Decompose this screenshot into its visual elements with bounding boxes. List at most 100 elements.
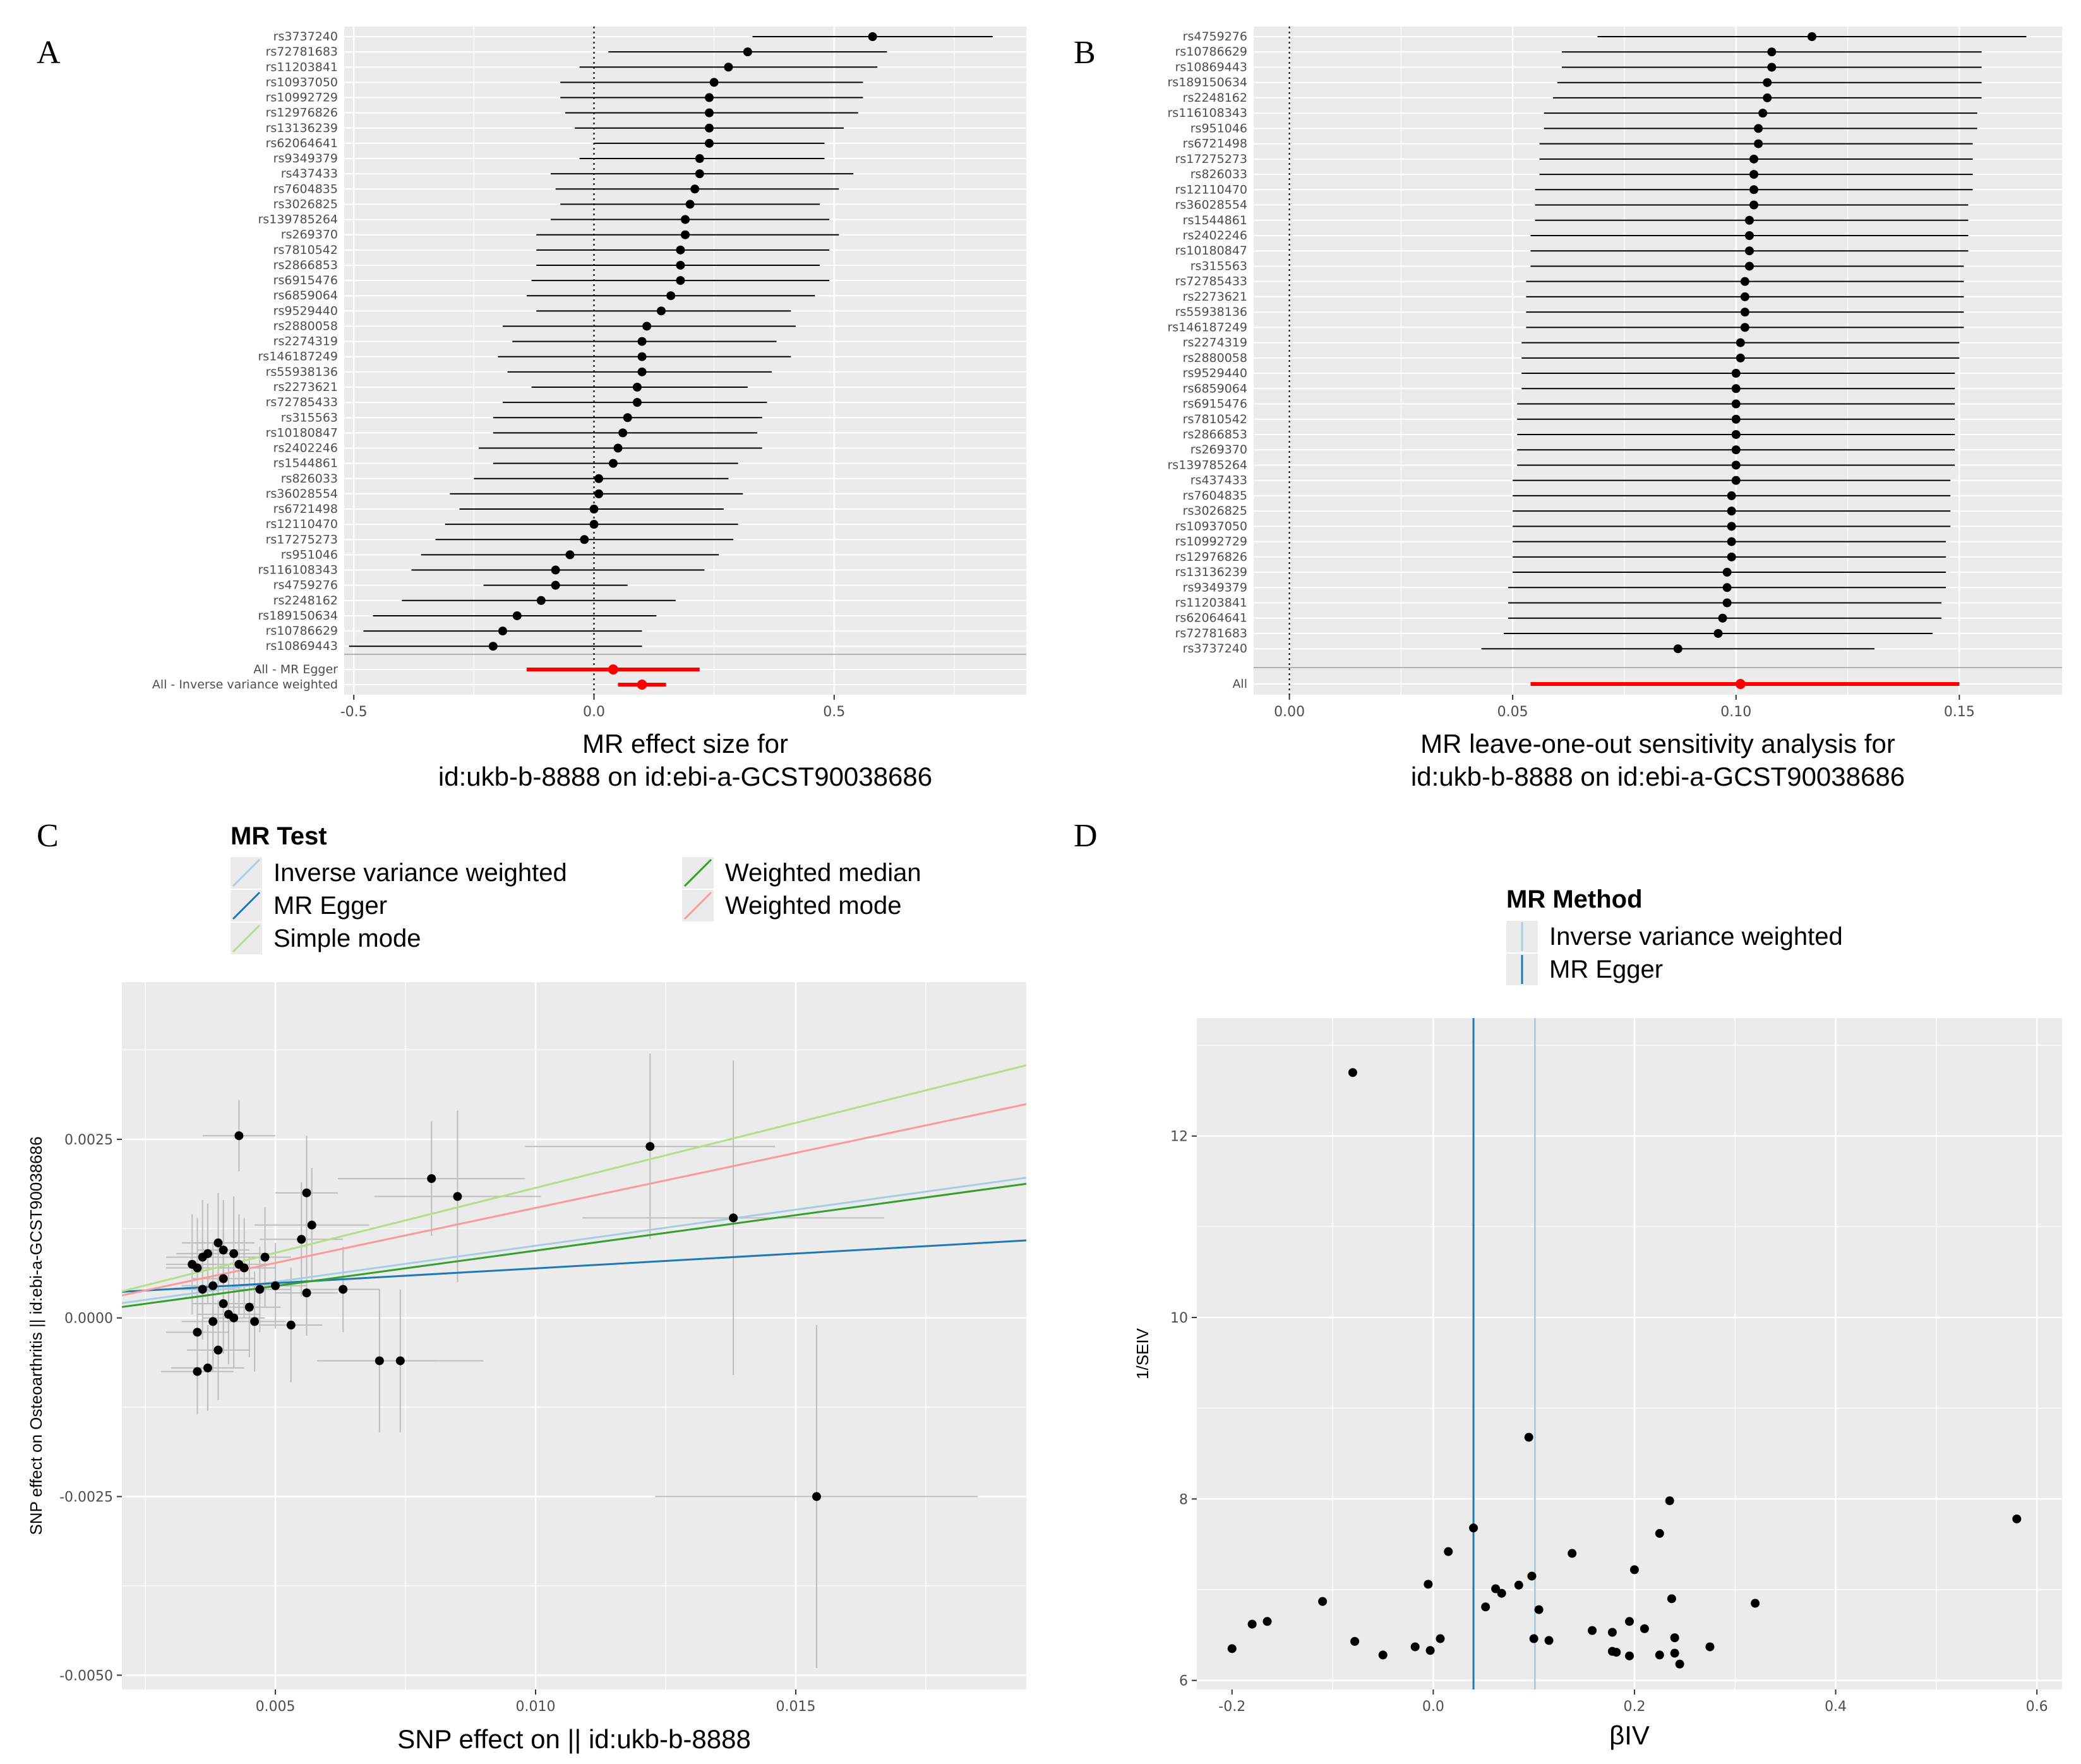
snp-label: rs1544861: [273, 457, 338, 471]
effect-point: [1754, 124, 1763, 133]
snp-point: [1670, 1633, 1679, 1643]
snp-point: [1247, 1619, 1257, 1629]
snp-point: [219, 1299, 228, 1309]
snp-label: rs72785433: [266, 395, 338, 409]
snp-point: [198, 1252, 207, 1262]
y-tick-label: -0.0025: [59, 1490, 113, 1506]
x-tick-label: 0.4: [1825, 1699, 1847, 1715]
snp-point: [1378, 1650, 1388, 1660]
effect-point: [1736, 353, 1745, 363]
x-tick-label: 0.6: [2026, 1699, 2048, 1715]
snp-point: [1607, 1628, 1617, 1637]
snp-point: [271, 1281, 280, 1290]
scatter-plot-panel-c: 0.005 0.010 0.015 -0.0050 -0.0025 0.0000 0.002…: [27, 822, 1026, 1754]
effect-point: [1749, 154, 1759, 164]
legend-label: MR Egger: [273, 892, 387, 920]
snp-label: rs62064641: [266, 136, 338, 150]
y-axis-title: 1/SEIV: [1133, 1328, 1152, 1379]
effect-point: [705, 138, 714, 148]
snp-label: rs6915476: [273, 273, 338, 287]
effect-point: [1740, 308, 1749, 317]
snp-label: rs189150634: [1167, 76, 1247, 90]
effect-point: [1749, 170, 1759, 179]
snp-label: rs36028554: [266, 487, 338, 501]
effect-point: [709, 78, 719, 87]
snp-point: [1424, 1580, 1433, 1589]
snp-label: rs13136239: [1175, 565, 1247, 579]
effect-point: [1763, 93, 1772, 102]
effect-point: [536, 596, 546, 605]
snp-point: [302, 1288, 311, 1298]
effect-point: [743, 47, 752, 57]
snp-label: rs55938136: [266, 365, 338, 379]
snp-label: rs951046: [1190, 121, 1247, 135]
snp-label: rs2248162: [1183, 91, 1247, 105]
effect-point: [724, 63, 733, 72]
snp-label: rs36028554: [1175, 198, 1247, 212]
panel-letter-b: B: [1074, 35, 1096, 71]
snp-label: rs12976826: [266, 106, 338, 120]
snp-label: rs62064641: [1175, 611, 1247, 625]
effect-point: [512, 611, 522, 620]
effect-point: [1727, 552, 1736, 561]
snp-point: [250, 1317, 260, 1326]
snp-label: rs13136239: [266, 121, 338, 135]
snp-point: [1568, 1549, 1577, 1558]
snp-label: rs7810542: [1183, 412, 1247, 426]
snp-label: rs17275273: [1175, 152, 1247, 166]
effect-point: [1740, 277, 1749, 286]
snp-point: [193, 1367, 202, 1376]
snp-point: [213, 1238, 223, 1247]
snp-point: [1529, 1634, 1538, 1643]
snp-label: rs1544861: [1183, 213, 1247, 227]
y-tick-label: 6: [1179, 1674, 1188, 1689]
funnel-plot-panel-d: -0.2 0.0 0.2 0.4 0.6 6 8 10 12 βIV 1/SEIV MR Method…: [1133, 885, 2062, 1750]
effect-point: [676, 260, 685, 270]
effect-point: [618, 428, 628, 438]
snp-label: rs6915476: [1183, 397, 1247, 411]
effect-point: [589, 520, 599, 529]
effect-point: [1713, 628, 1723, 638]
y-tick-label: 0.0000: [64, 1311, 113, 1327]
effect-point: [608, 459, 618, 468]
snp-point: [453, 1192, 462, 1201]
snp-point: [1670, 1648, 1679, 1658]
effect-point: [1744, 231, 1754, 240]
effect-point: [1731, 384, 1741, 393]
snp-point: [1675, 1659, 1684, 1669]
snp-label: rs10992729: [266, 91, 338, 105]
snp-point: [1625, 1651, 1634, 1660]
snp-label: rs2274319: [1183, 336, 1247, 350]
snp-point: [1425, 1646, 1435, 1655]
effect-point: [1727, 537, 1736, 546]
snp-point: [302, 1188, 311, 1197]
snp-point: [1410, 1642, 1420, 1652]
snp-label: rs116108343: [1167, 106, 1247, 120]
snp-point: [219, 1245, 228, 1255]
effect-point: [1718, 613, 1727, 623]
plot-background: [122, 982, 1026, 1689]
x-tick-label: 0.15: [1944, 704, 1975, 720]
snp-label: rs10180847: [266, 426, 338, 440]
snp-label: rs10937050: [266, 75, 338, 89]
snp-label: rs2274319: [273, 335, 338, 349]
snp-label: rs10786629: [1175, 45, 1247, 59]
x-axis-title-line1: MR effect size for: [582, 729, 788, 759]
panel-letter-c: C: [37, 818, 59, 854]
legend-key-line: [232, 924, 261, 953]
effect-point: [1731, 414, 1741, 424]
summary-point: [608, 664, 618, 675]
snp-point: [812, 1492, 821, 1501]
weighted-mode-regression-line: [122, 1103, 1026, 1297]
snp-label: rs146187249: [1167, 320, 1247, 334]
snp-point: [2012, 1514, 2022, 1523]
effect-point: [637, 337, 647, 346]
snp-point: [729, 1213, 738, 1223]
snp-point: [213, 1345, 223, 1355]
effect-point: [1736, 338, 1745, 347]
snp-point: [286, 1321, 296, 1330]
x-axis-title: SNP effect on || id:ukb-b-8888: [397, 1724, 751, 1754]
legend-key-line: [683, 891, 712, 920]
snp-point: [1625, 1617, 1634, 1626]
